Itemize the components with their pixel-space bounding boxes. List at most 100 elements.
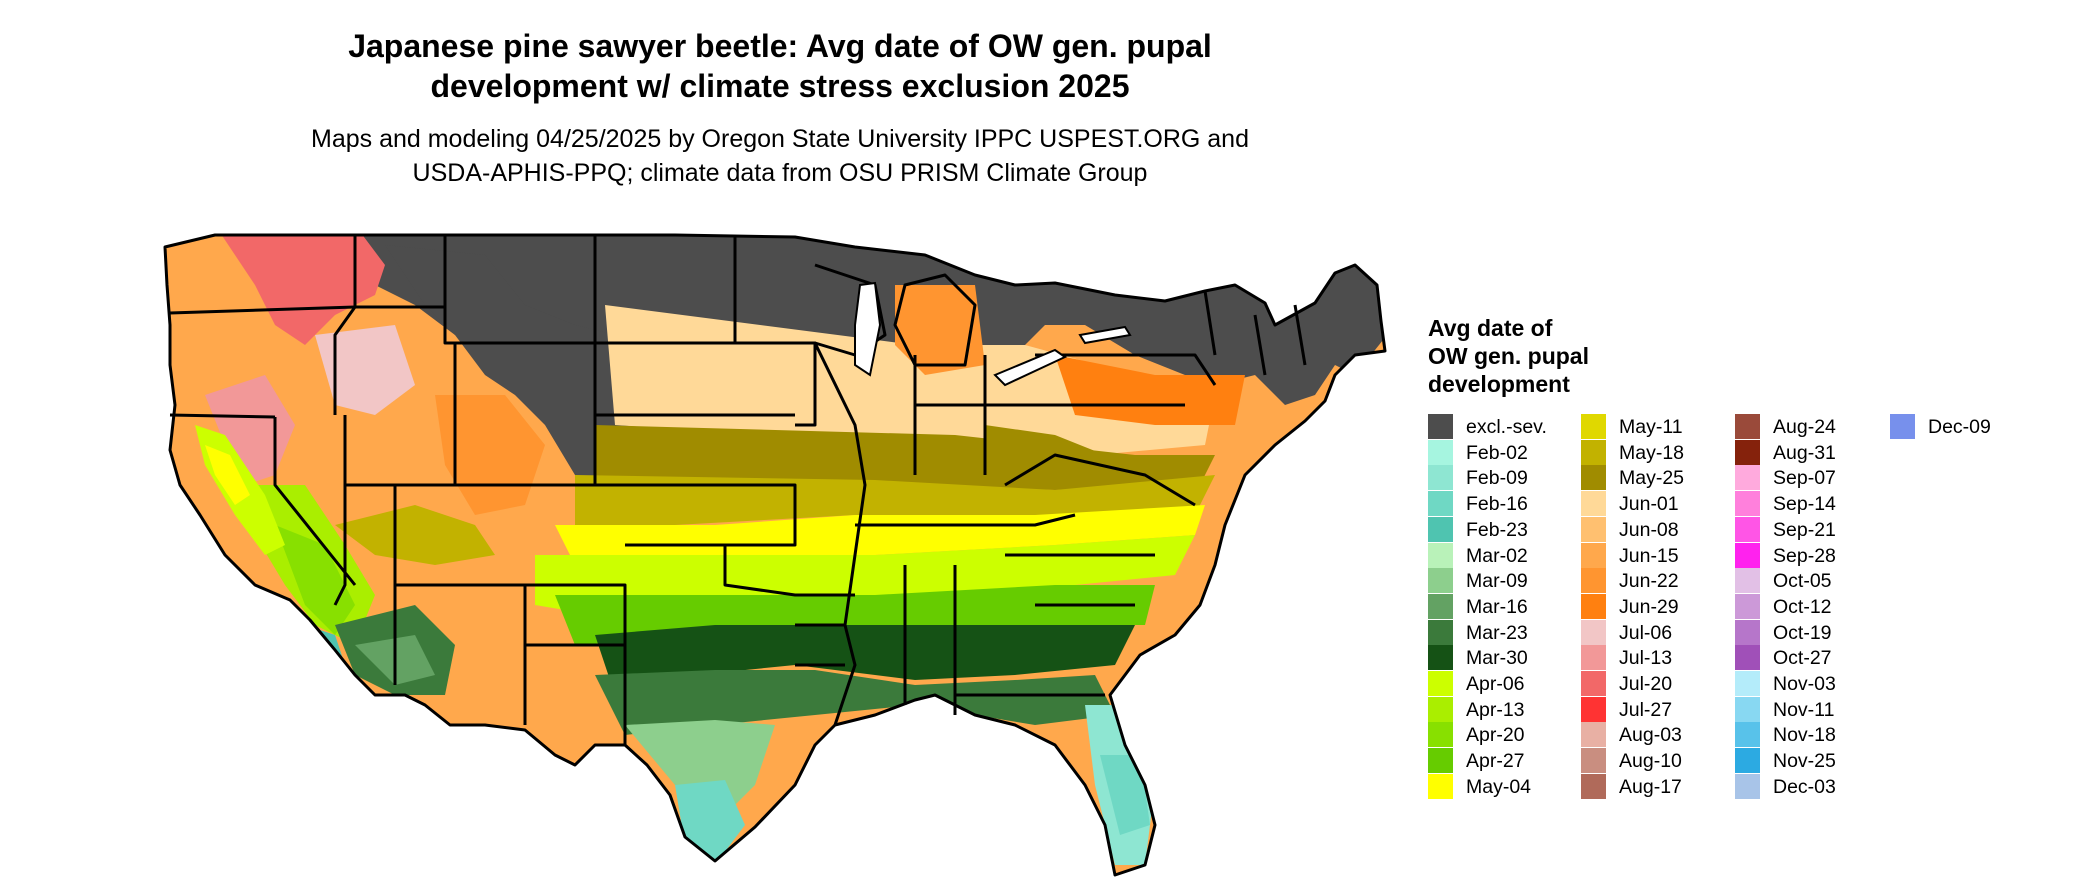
legend-swatch (1428, 593, 1453, 619)
legend-swatch (1735, 542, 1760, 568)
legend-label: Jun-08 (1619, 518, 1679, 541)
legend-label: Feb-02 (1466, 441, 1528, 464)
central-may-18 (575, 475, 1215, 525)
legend-swatch (1581, 414, 1606, 439)
legend-label: Aug-17 (1619, 775, 1682, 798)
map-subtitle-line-1: Maps and modeling 04/25/2025 by Oregon S… (311, 125, 1249, 153)
border-ok-tx-ar (723, 545, 855, 597)
legend-label: Feb-09 (1466, 467, 1528, 490)
legend-title: Avg date of OW gen. pupal development (1428, 314, 1668, 398)
legend-label: Nov-11 (1773, 698, 1835, 721)
gulf-mar-30 (595, 625, 1135, 695)
legend-swatch (1581, 773, 1606, 799)
legend-label: Nov-18 (1773, 724, 1836, 747)
florida-feb-16 (1100, 755, 1150, 835)
legend-label: Apr-27 (1466, 750, 1525, 773)
border-nv-east (333, 415, 347, 606)
legend-swatch (1581, 516, 1606, 542)
border-ms-al (903, 565, 957, 715)
legend-label: Aug-03 (1619, 724, 1682, 747)
gulf-mar-09 (625, 720, 775, 825)
legend-swatch (1428, 414, 1453, 439)
legend-swatch (1735, 516, 1760, 542)
legend-label: Aug-24 (1773, 416, 1836, 438)
border-new-england (1203, 290, 1307, 376)
legend-swatch (1428, 773, 1453, 799)
northeast-jun-29 (1055, 355, 1245, 425)
map-subtitle: Maps and modeling 04/25/2025 by Oregon S… (210, 122, 1350, 190)
legend-swatch (1735, 619, 1760, 645)
legend-label: Mar-30 (1466, 647, 1528, 670)
map-title-line-1: Japanese pine sawyer beetle: Avg date of… (348, 28, 1212, 64)
great-basin-pink (315, 325, 415, 415)
pnw-highlands (215, 235, 385, 345)
lake-ontario (1078, 325, 1132, 345)
legend-label: excl.-sev. (1466, 416, 1547, 438)
legend-title-line-3: development (1428, 371, 1570, 397)
legend-swatch (1581, 619, 1606, 645)
legend-label: May-25 (1619, 467, 1685, 490)
legend-swatch (1581, 568, 1606, 594)
legend-swatch (1735, 568, 1760, 594)
southwest-may-18 (335, 505, 495, 565)
border-nv-ca (273, 417, 357, 586)
legend-label: Jun-22 (1619, 570, 1679, 593)
legend-label: Jul-06 (1619, 621, 1673, 644)
great-lakes (854, 281, 1132, 387)
legend-label: Sep-28 (1773, 544, 1836, 567)
legend-label: Apr-13 (1466, 698, 1525, 721)
legend-swatch (1428, 439, 1453, 465)
southern-may-04 (555, 505, 1205, 565)
legend-label: Sep-07 (1773, 467, 1836, 490)
legend-label: Jul-13 (1619, 647, 1673, 670)
legend-swatch (1428, 748, 1453, 774)
legend-swatch (1735, 414, 1760, 439)
border-va-wv (1004, 453, 1196, 507)
border-dakotas (443, 235, 795, 485)
michigan-jun-22 (895, 285, 985, 375)
legend-swatch (1581, 645, 1606, 671)
legend-swatch (1428, 671, 1453, 696)
excluded-rockies (385, 245, 635, 495)
legend-label: Oct-19 (1773, 621, 1832, 644)
legend-label: Mar-23 (1466, 621, 1528, 644)
legend-label: Mar-02 (1466, 544, 1528, 567)
legend-label: Feb-16 (1466, 493, 1528, 516)
legend-swatch (1428, 491, 1453, 517)
map-title-line-2: development w/ climate stress exclusion … (430, 68, 1130, 104)
legend-swatch (1735, 722, 1760, 748)
legend-label: May-04 (1466, 775, 1532, 798)
map-subtitle-line-2: USDA-APHIS-PPQ; climate data from OSU PR… (412, 159, 1148, 187)
legend-label: Jun-29 (1619, 595, 1679, 618)
legend-swatch (1428, 722, 1453, 748)
legend-label: Oct-05 (1773, 570, 1832, 593)
legend-label: Jul-27 (1619, 698, 1673, 721)
legend-swatch (1581, 593, 1606, 619)
legend-label: Dec-09 (1928, 416, 1991, 438)
legend-label: May-18 (1619, 441, 1685, 464)
legend-label: Mar-16 (1466, 595, 1528, 618)
border-idaho-west (333, 235, 357, 415)
border-tn-ky (855, 513, 1076, 527)
legend-swatch (1735, 671, 1760, 696)
legend-label: Oct-12 (1773, 595, 1832, 618)
legend-title-line-1: Avg date of (1428, 315, 1553, 341)
legend-label: Nov-25 (1773, 750, 1836, 773)
legend-swatch (1581, 542, 1606, 568)
border-great-lakes-mi (893, 273, 977, 367)
border-oh-in (913, 355, 1055, 475)
legend-label: Oct-27 (1773, 647, 1832, 670)
legend-swatch (1735, 593, 1760, 619)
legend-label: Apr-06 (1466, 673, 1525, 695)
map-title: Japanese pine sawyer beetle: Avg date of… (210, 26, 1350, 106)
legend-swatch (1735, 465, 1760, 491)
legend-swatch (1428, 619, 1453, 645)
desert-apr-20 (275, 525, 355, 635)
legend-label: Sep-14 (1773, 493, 1836, 516)
legend-label: Feb-23 (1466, 518, 1528, 541)
appalachian-may-25 (985, 425, 1105, 485)
border-wa-or (169, 305, 356, 315)
legend-swatch (1581, 439, 1606, 465)
legend-swatch (1428, 645, 1453, 671)
legend-swatch (1428, 568, 1453, 594)
